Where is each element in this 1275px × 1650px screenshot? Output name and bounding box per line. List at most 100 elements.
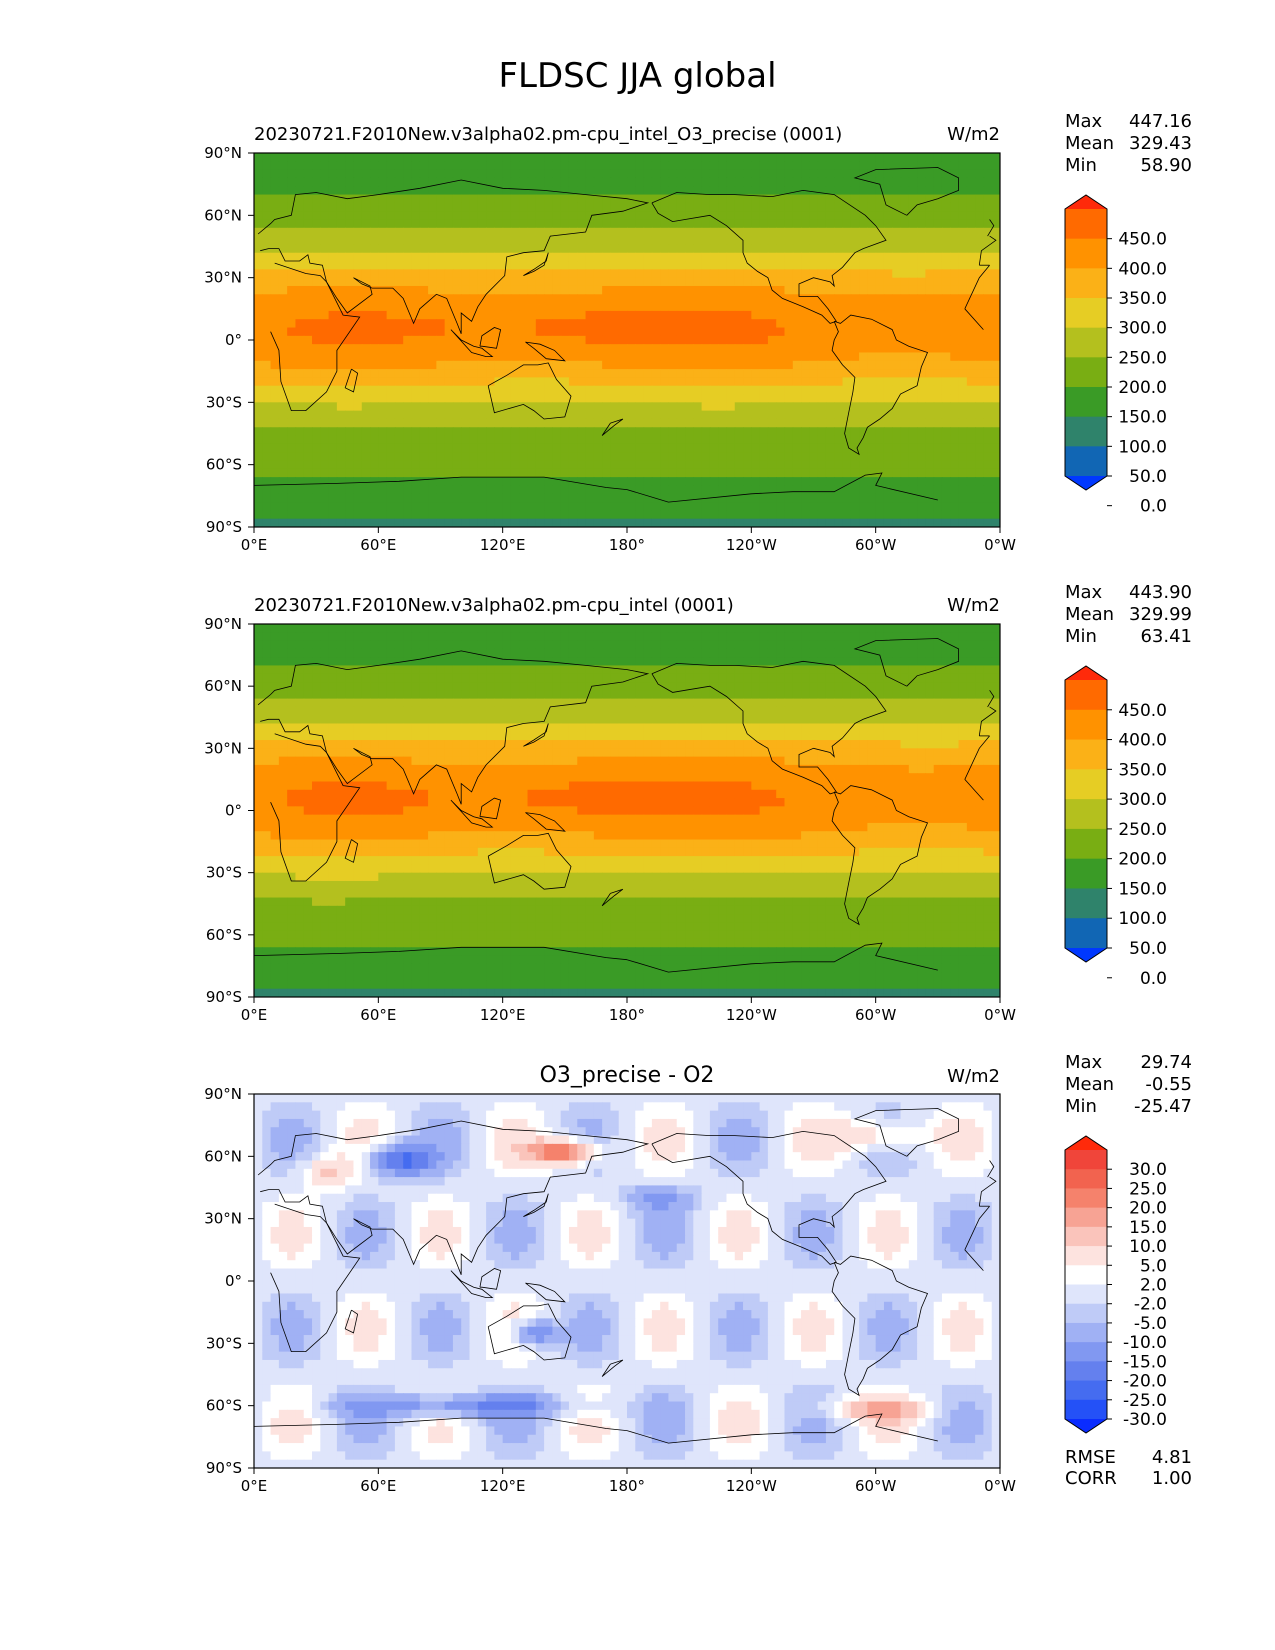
field-cell — [792, 177, 802, 187]
field-cell — [900, 211, 910, 221]
field-cell — [900, 269, 910, 279]
field-cell — [966, 211, 976, 221]
field-cell — [734, 427, 744, 437]
field-cell — [734, 377, 744, 387]
field-cell — [825, 211, 835, 221]
field-cell — [618, 402, 628, 412]
field-cell — [825, 443, 835, 453]
field-cell — [734, 161, 744, 171]
field-cell — [767, 410, 777, 420]
field-cell — [527, 402, 537, 412]
field-cell — [651, 452, 661, 462]
field-cell — [535, 427, 545, 437]
field-cell — [817, 673, 827, 683]
field-cell — [618, 468, 628, 478]
field-cell — [461, 252, 471, 262]
field-cell — [734, 632, 744, 642]
field-cell — [519, 510, 529, 520]
field-cell — [651, 518, 661, 527]
field-cell — [353, 211, 363, 221]
field-cell — [336, 640, 346, 650]
field-cell — [941, 161, 951, 171]
field-cell — [759, 285, 769, 295]
field-cell — [568, 477, 578, 487]
field-cell — [908, 244, 918, 254]
field-cell — [734, 219, 744, 229]
field-cell — [568, 360, 578, 370]
field-cell — [859, 202, 868, 212]
field-cell — [461, 302, 471, 312]
field-cell — [966, 335, 976, 345]
field-cell — [295, 285, 305, 295]
field-cell — [925, 657, 935, 667]
field-cell — [892, 236, 902, 246]
field-cell — [668, 427, 678, 437]
stat-value: 58.90 — [1140, 155, 1192, 176]
field-cell — [668, 294, 678, 304]
field-cell — [875, 219, 885, 229]
field-cell — [941, 310, 951, 320]
field-cell — [527, 352, 537, 362]
field-cell — [403, 186, 413, 196]
field-cell — [618, 377, 628, 387]
field-cell — [527, 410, 537, 420]
field-cell — [743, 624, 752, 633]
field-cell — [776, 427, 786, 437]
field-cell — [577, 302, 587, 312]
field-cell — [991, 460, 1000, 470]
field-cell — [991, 194, 1000, 204]
field-cell — [618, 285, 628, 295]
field-cell — [419, 211, 429, 221]
field-cell — [975, 177, 985, 187]
field-cell — [370, 319, 379, 329]
field-cell — [452, 352, 462, 362]
field-cell — [693, 269, 703, 279]
field-cell — [784, 452, 794, 462]
field-cell — [983, 485, 993, 495]
field-cell — [925, 360, 935, 370]
field-cell — [411, 369, 421, 378]
field-cell — [958, 410, 968, 420]
field-cell — [950, 369, 960, 378]
field-cell — [900, 690, 910, 700]
field-cell — [817, 402, 827, 412]
field-cell — [295, 443, 305, 453]
y-tick-label: 90°N — [204, 144, 242, 162]
field-cell — [734, 402, 744, 412]
field-cell — [345, 194, 355, 204]
field-cell — [627, 186, 636, 196]
field-cell — [552, 418, 562, 428]
field-cell — [892, 177, 902, 187]
field-cell — [759, 169, 769, 179]
field-cell — [776, 485, 786, 495]
field-cell — [370, 698, 379, 708]
field-cell — [693, 648, 703, 658]
field-cell — [353, 360, 363, 370]
field-cell — [610, 327, 620, 337]
field-cell — [510, 410, 520, 420]
field-cell — [270, 319, 280, 329]
field-cell — [751, 194, 761, 204]
field-cell — [593, 319, 603, 329]
field-cell — [867, 186, 877, 196]
field-cell — [527, 698, 537, 708]
field-cell — [535, 452, 545, 462]
field-cell — [627, 377, 636, 387]
field-cell — [560, 169, 570, 179]
field-cell — [262, 269, 272, 279]
field-cell — [842, 673, 852, 683]
field-cell — [469, 377, 479, 387]
field-cell — [966, 319, 976, 329]
field-cell — [676, 177, 686, 187]
field-cell — [660, 665, 670, 675]
field-cell — [925, 682, 935, 691]
map-panel-1: 0°E 60°E 120°E 180° 120°W 60°W 0°W90°N60°N30°N… — [204, 111, 1192, 554]
field-cell — [850, 360, 860, 370]
field-cell — [809, 360, 819, 370]
field-cell — [975, 310, 985, 320]
field-cell — [933, 194, 943, 204]
field-cell — [792, 360, 802, 370]
field-cell — [643, 427, 653, 437]
field-cell — [850, 624, 860, 633]
field-cell — [494, 186, 504, 196]
